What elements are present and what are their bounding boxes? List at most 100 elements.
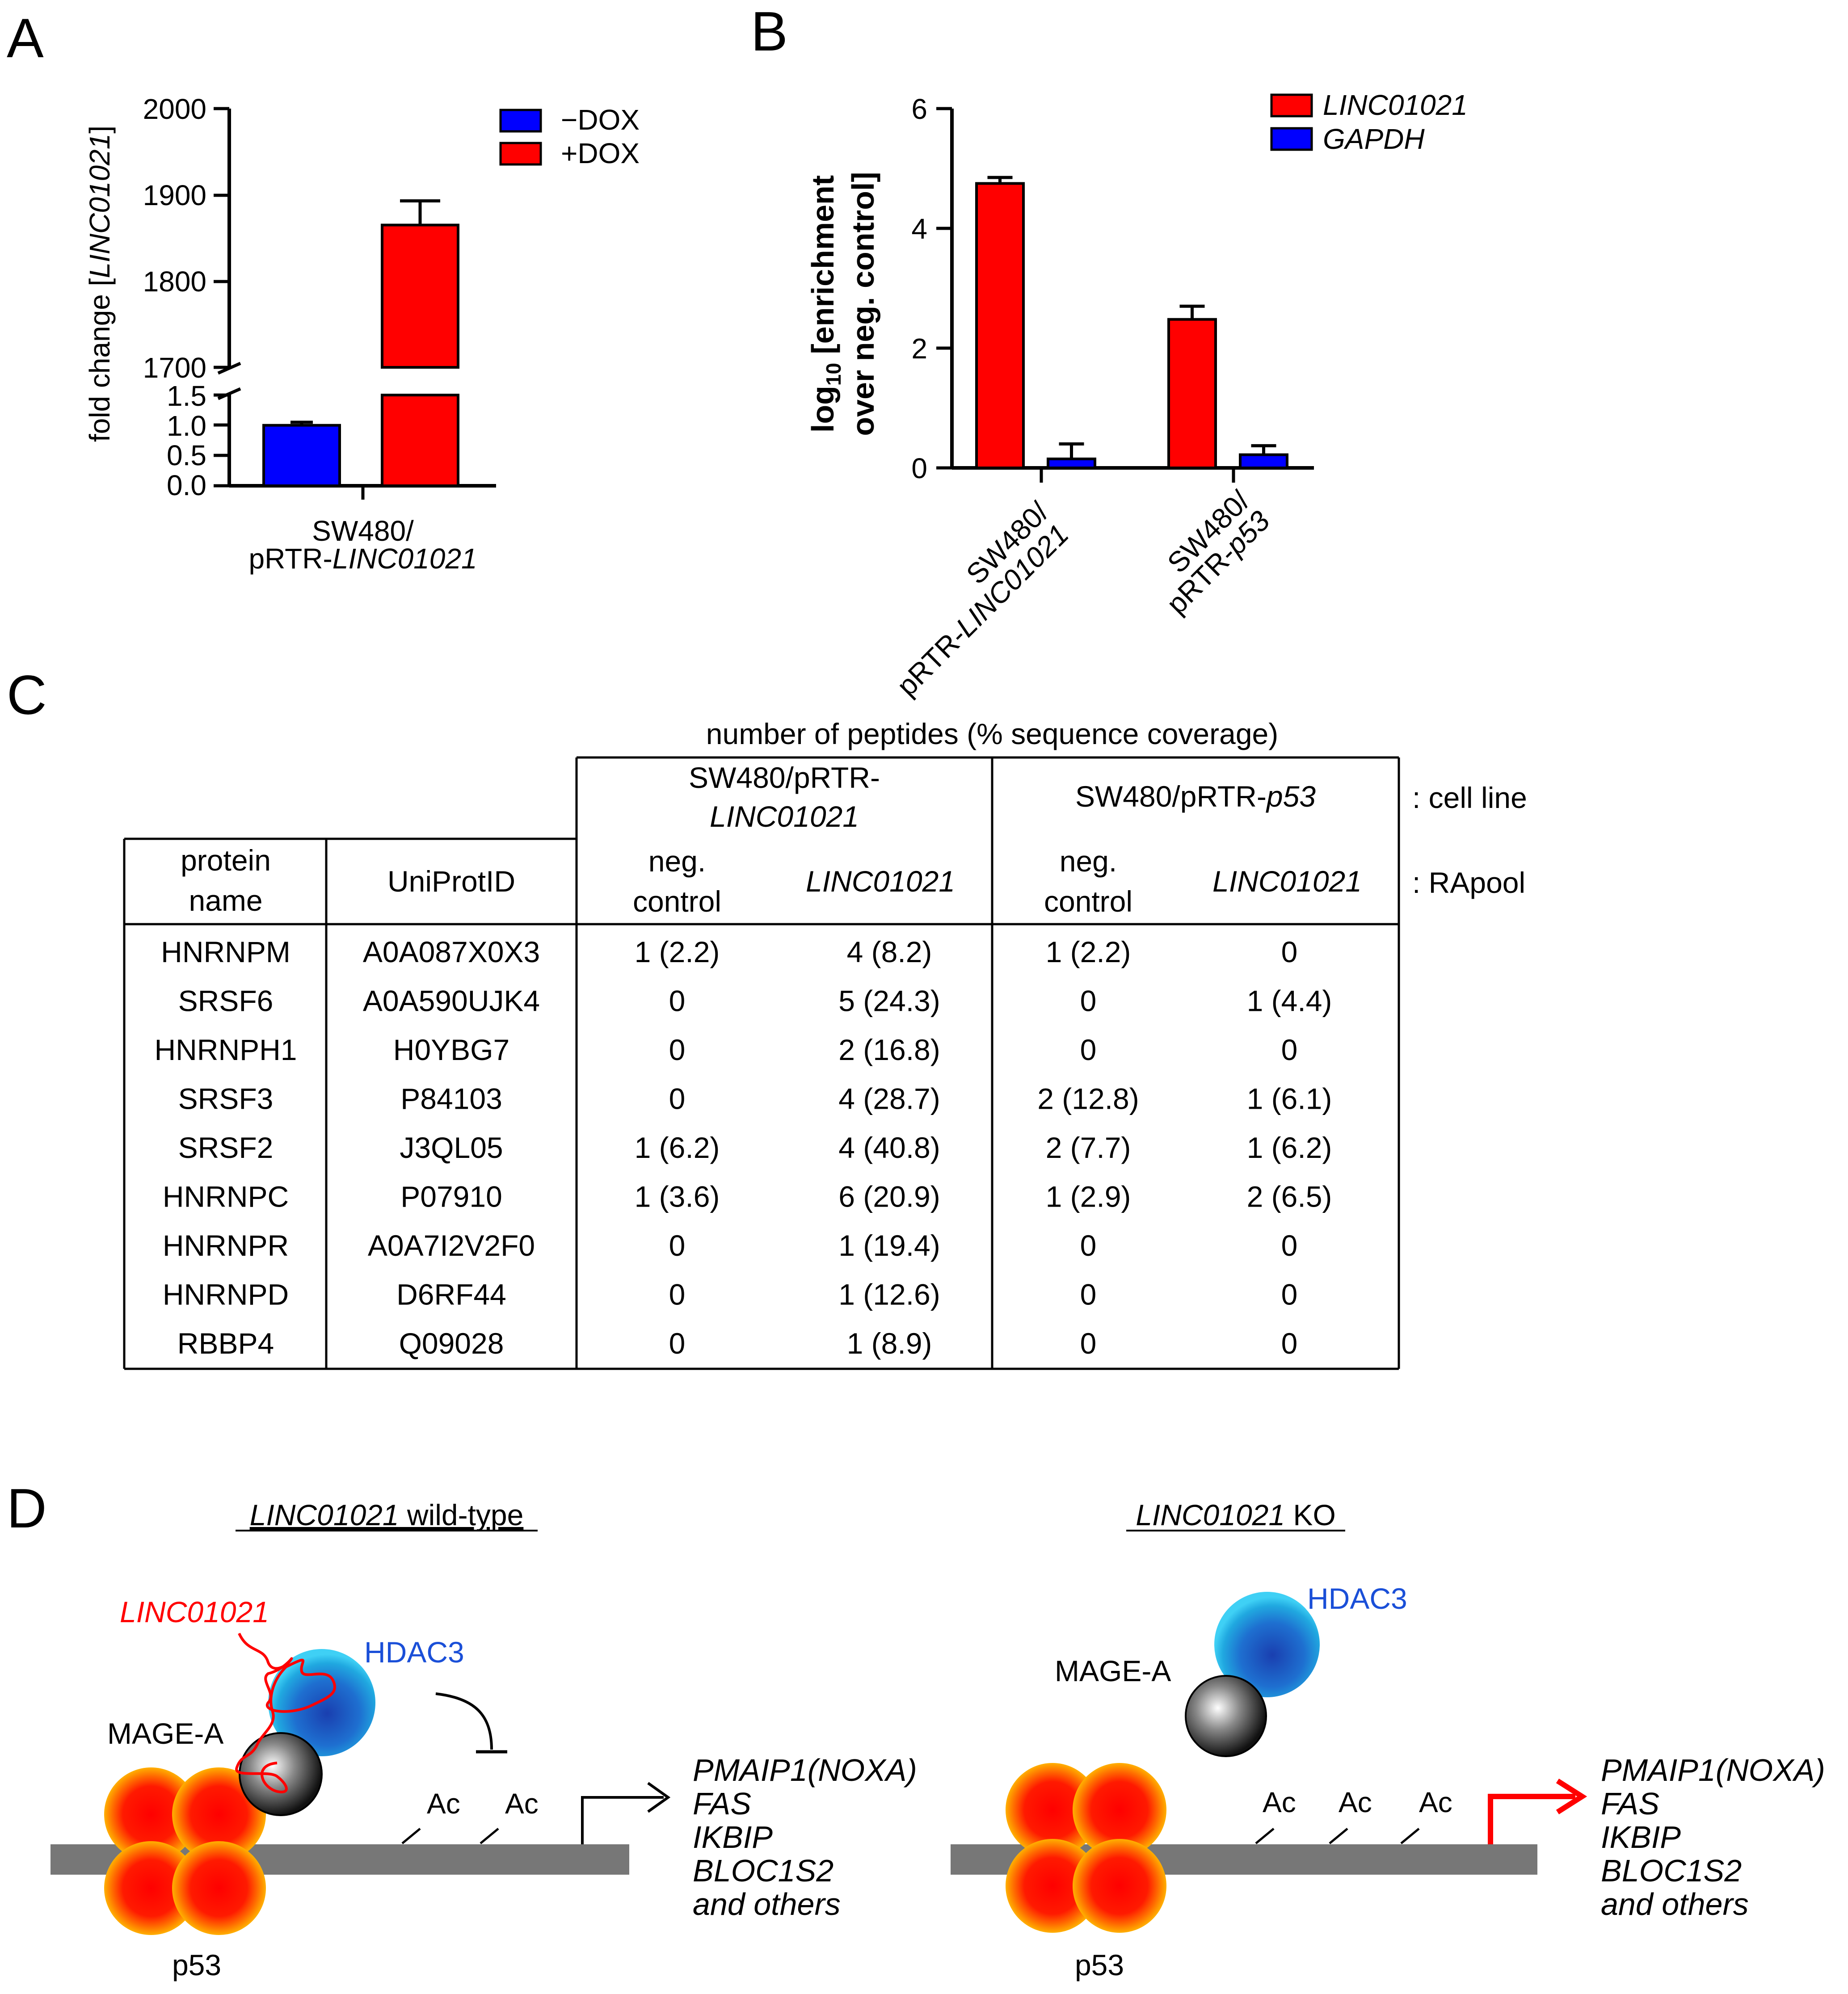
- table-cell: 2 (7.7): [1046, 1131, 1131, 1164]
- chart-b-bar-gapdh-2: [1239, 453, 1288, 470]
- diagram-ko-mage-label: MAGE-A: [1055, 1654, 1171, 1687]
- chart-a: fold change [LINC01021] 2000 1900 1800 1…: [84, 93, 640, 575]
- chart-a-tick-label: 0.0: [167, 469, 206, 501]
- diagram-wt-targets: PMAIP1(NOXA) FAS IKBIP BLOC1S2 and other…: [693, 1753, 926, 1922]
- table-header-neg-1-line2: control: [633, 885, 721, 918]
- diagram-wt-linc-rna: [235, 1632, 336, 1794]
- table-cell: 1 (2.2): [1046, 935, 1131, 968]
- diagram-wt-inhibition-arrow: [435, 1692, 493, 1750]
- chart-b-bar-linc01021-1: [975, 182, 1025, 469]
- table-cell: 0: [669, 984, 686, 1018]
- chart-a-bar-plus-dox-upper: [381, 223, 459, 369]
- table-header-uniprot: UniProtID: [387, 865, 515, 898]
- chart-a-tick-label: 0.5: [167, 439, 206, 471]
- diagram-knockout: LINC01021 KO p53 HDAC3 MAGE-A Ac Ac Ac P…: [951, 1498, 1825, 1981]
- table-cell: Q09028: [399, 1327, 504, 1360]
- table-cell: A0A7I2V2F0: [368, 1229, 535, 1262]
- table-cell: 0: [1080, 1229, 1097, 1262]
- table-cell: RBBP4: [177, 1327, 274, 1360]
- table-cell: 0: [1080, 1327, 1097, 1360]
- table-cell: 0: [669, 1278, 686, 1311]
- diagram-wt-target: FAS: [693, 1786, 751, 1821]
- diagram-ko-transcription-arrowhead: [1556, 1778, 1587, 1815]
- diagram-ko-p53-subunit: [1006, 1839, 1099, 1933]
- chart-b-legend-swatch-linc01021: [1270, 93, 1313, 118]
- table-cell: 1 (6.1): [1247, 1082, 1332, 1115]
- table-cell: 6 (20.9): [838, 1180, 940, 1213]
- diagram-wt-hdac3-label: HDAC3: [364, 1636, 464, 1669]
- diagram-ko-ac-mark: [1255, 1828, 1275, 1844]
- table-cell: SRSF6: [178, 984, 274, 1018]
- table-cell: 0: [669, 1033, 686, 1066]
- table-cell: 1 (2.9): [1046, 1180, 1131, 1213]
- diagram-wt-transcription-arrowhead: [647, 1782, 671, 1813]
- diagram-wt-target: IKBIP: [693, 1820, 773, 1855]
- table-cell: HNRNPC: [163, 1180, 289, 1213]
- table-cell: 1 (19.4): [838, 1229, 940, 1262]
- table-cell: 1 (8.9): [847, 1327, 932, 1360]
- diagram-wt-p53-subunit: [172, 1841, 266, 1935]
- chart-b-tick-label: 6: [911, 93, 927, 125]
- table-cell: SRSF2: [178, 1131, 274, 1164]
- chart-b-legend-label-linc01021: LINC01021: [1323, 89, 1468, 121]
- diagram-ko-ac-label: Ac: [1339, 1786, 1372, 1818]
- table-cell: 5 (24.3): [838, 984, 940, 1018]
- chart-b-tick-label: 0: [911, 452, 927, 484]
- table-header-protein-line1: protein: [181, 844, 271, 877]
- diagram-ko-p53-subunit: [1073, 1839, 1166, 1933]
- table-cell: J3QL05: [400, 1131, 503, 1164]
- table-cell: 0: [669, 1229, 686, 1262]
- table-grid: [123, 756, 1400, 1370]
- diagram-wt-ac-label: Ac: [427, 1788, 460, 1820]
- chart-a-tick-label: 1900: [143, 179, 206, 211]
- chart-a-tick-label: 1.0: [167, 410, 206, 442]
- chart-b-legend-label-gapdh: GAPDH: [1323, 123, 1425, 155]
- table-header-linc-1: LINC01021: [806, 865, 955, 898]
- table-cell: 0: [1281, 1278, 1298, 1311]
- table-row: HNRNPC P07910 1 (3.6) 6 (20.9) 1 (2.9) 2 (6.5…: [163, 1180, 1332, 1213]
- chart-a-tick-label: 1700: [143, 352, 206, 384]
- table-cell-line-2: SW480/pRTR-p53: [1075, 780, 1316, 813]
- table-cell: 4 (40.8): [838, 1131, 940, 1164]
- chart-a-bar-minus-dox: [262, 424, 341, 488]
- chart-a-category-line1: SW480/: [312, 515, 414, 547]
- table-cell-line-1-line1: SW480/pRTR-: [689, 761, 880, 794]
- diagram-ko-ac-label: Ac: [1419, 1786, 1452, 1818]
- diagram-ko-hdac3: [1214, 1592, 1320, 1697]
- table-row: SRSF3 P84103 0 4 (28.7) 2 (12.8) 1 (6.1): [178, 1082, 1332, 1115]
- chart-b-bar-gapdh-1: [1047, 457, 1096, 470]
- table-cell: 1 (12.6): [838, 1278, 940, 1311]
- diagram-ko-mage: [1185, 1675, 1267, 1757]
- diagram-wild-type: LINC01021 wild-type p53 HDAC3 MAGE-A LIN…: [51, 1498, 926, 1981]
- chart-a-legend-label-plus-dox: +DOX: [561, 137, 640, 169]
- table-row: SRSF6 A0A590UJK4 0 5 (24.3) 0 1 (4.4): [178, 984, 1332, 1018]
- chart-a-bar-plus-dox-lower: [381, 394, 459, 487]
- diagram-ko-target: and others: [1601, 1887, 1749, 1922]
- table-cell: HNRNPD: [163, 1278, 289, 1311]
- panel-label-c: C: [7, 665, 47, 726]
- table-row: SRSF2 J3QL05 1 (6.2) 4 (40.8) 2 (7.7) 1 (6.2): [178, 1131, 1332, 1164]
- table-body: HNRNPM A0A087X0X3 1 (2.2) 4 (8.2) 1 (2.2) 0SR…: [154, 935, 1332, 1360]
- table-cell-line-tag: : cell line: [1412, 781, 1527, 814]
- table-cell: 4 (8.2): [847, 935, 932, 968]
- chart-a-legend-swatch-minus-dox: [499, 109, 542, 133]
- diagram-wt-ac-mark: [480, 1828, 499, 1844]
- chart-a-tick-label: 1800: [143, 265, 206, 298]
- diagram-ko-target: PMAIP1(NOXA): [1601, 1753, 1825, 1788]
- table-row: HNRNPM A0A087X0X3 1 (2.2) 4 (8.2) 1 (2.2) 0: [161, 935, 1297, 968]
- table-row: HNRNPH1 H0YBG7 0 2 (16.8) 0 0: [154, 1033, 1297, 1066]
- diagram-wt-mage: [239, 1732, 323, 1816]
- table-cell: A0A590UJK4: [363, 984, 540, 1018]
- diagram-wt-ac-mark: [401, 1828, 421, 1844]
- chart-a-tick-label: 2000: [143, 93, 206, 125]
- table-cell: 0: [669, 1082, 686, 1115]
- chart-a-tick-label: 1.5: [167, 380, 206, 412]
- peptide-table: number of peptides (% sequence coverage)…: [123, 717, 1527, 1370]
- table-cell: 0: [1080, 1033, 1097, 1066]
- diagram-ko-ac-label: Ac: [1263, 1786, 1296, 1818]
- table-cell: 2 (12.8): [1037, 1082, 1139, 1115]
- table-cell: HNRNPR: [163, 1229, 289, 1262]
- diagram-ko-title: LINC01021 KO: [1136, 1498, 1336, 1531]
- chart-a-legend-label-minus-dox: −DOX: [561, 104, 640, 136]
- diagram-wt-target: and others: [693, 1887, 841, 1922]
